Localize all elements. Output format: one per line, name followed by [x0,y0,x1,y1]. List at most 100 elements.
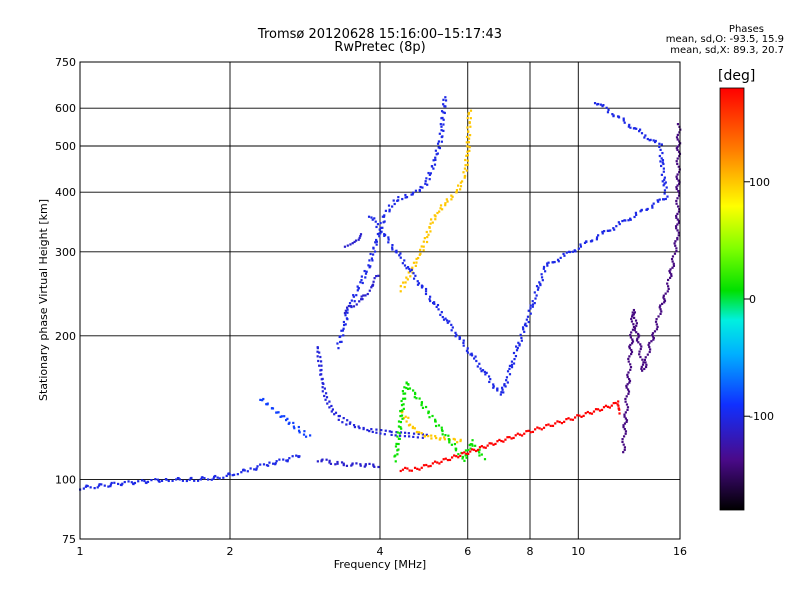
phase-point [551,424,555,427]
phase-point [412,261,416,264]
phase-point [406,387,410,391]
phase-point [434,158,437,162]
phases-x-mode: mean, sd,X: 89.3, 20.7 [670,45,784,56]
phase-point [445,319,449,322]
phase-point [86,484,89,488]
phase-point [346,308,349,311]
grid [80,62,680,539]
phase-point [407,271,410,274]
phase-point [465,349,469,352]
phase-point [676,184,679,187]
plot-frame [79,61,681,540]
phase-point [446,200,449,203]
phase-point [658,198,661,201]
phase-point [468,146,471,149]
phase-point [468,121,471,125]
phase-point [447,438,450,441]
phase-point [451,326,454,329]
phase-point [415,430,419,434]
phase-point [617,400,620,403]
phase-point [361,281,364,285]
phase-point [678,208,681,211]
phase-point [418,397,421,400]
phase-point [328,461,331,464]
phase-point [676,236,679,240]
phase-point [621,440,624,444]
phase-point [612,402,615,405]
phase-point [480,453,483,456]
phase-point [462,344,465,347]
phase-point [537,286,540,289]
phase-point [600,408,604,411]
phase-point [525,318,528,321]
phase-point [156,478,160,481]
phase-point [436,152,439,155]
phase-point [637,336,640,339]
phase-point [341,421,344,424]
phase-point [440,460,443,463]
phase-point [598,409,602,412]
phase-point [466,145,469,148]
phase-point [677,179,680,182]
phase-point [405,386,408,390]
phase-point [132,482,135,486]
phase-point [663,298,666,301]
phase-point [358,236,361,240]
phase-point [546,262,549,265]
phase-point [420,284,424,287]
phase-point [109,485,112,488]
phase-point [297,429,301,432]
phase-point [447,434,450,437]
phase-point [563,254,566,257]
phase-point [492,385,495,388]
phase-point [420,432,423,435]
phase-point [534,297,537,300]
phase-point [403,285,406,289]
phase-point [551,261,555,264]
phase-point [629,126,632,129]
phase-point [404,397,407,400]
phase-point [292,421,295,425]
phase-point [412,389,415,392]
phase-point [644,361,647,364]
phase-point [328,406,331,409]
phase-point [664,197,667,201]
phase-point [521,326,525,329]
phase-point [625,420,628,424]
phase-point [498,438,501,442]
x-tick-label: 1 [77,545,84,558]
phase-point [397,437,401,440]
phase-point [525,430,528,433]
phase-point [651,204,654,207]
phase-point [368,289,371,292]
phase-point [663,192,666,195]
phase-point [363,465,366,468]
phase-point [630,348,633,352]
phase-point [618,412,621,415]
phase-point [640,132,644,135]
phase-point [622,424,625,427]
tick-labels: 1 2 4 6 8 10 16 75 100 200 300 400 500 600 750 [55,56,687,558]
phase-point [353,300,356,303]
phase-point [484,373,487,376]
phase-point [331,408,334,411]
phase-point [109,483,113,486]
phase-point [520,336,523,340]
phase-point [395,249,398,252]
phase-point [623,121,626,124]
phase-point [569,418,572,421]
phase-point [635,339,639,342]
phase-point [408,387,412,390]
phase-point [416,467,419,470]
phase-point [476,448,480,452]
phase-point [455,333,458,336]
phase-point [644,356,647,359]
phase-point [565,251,568,254]
phase-point [364,464,367,467]
phase-point [648,341,651,345]
phase-point [606,111,610,114]
phase-point [675,247,678,250]
phase-point [622,119,625,122]
phase-point [319,360,323,363]
phase-point [661,159,665,162]
